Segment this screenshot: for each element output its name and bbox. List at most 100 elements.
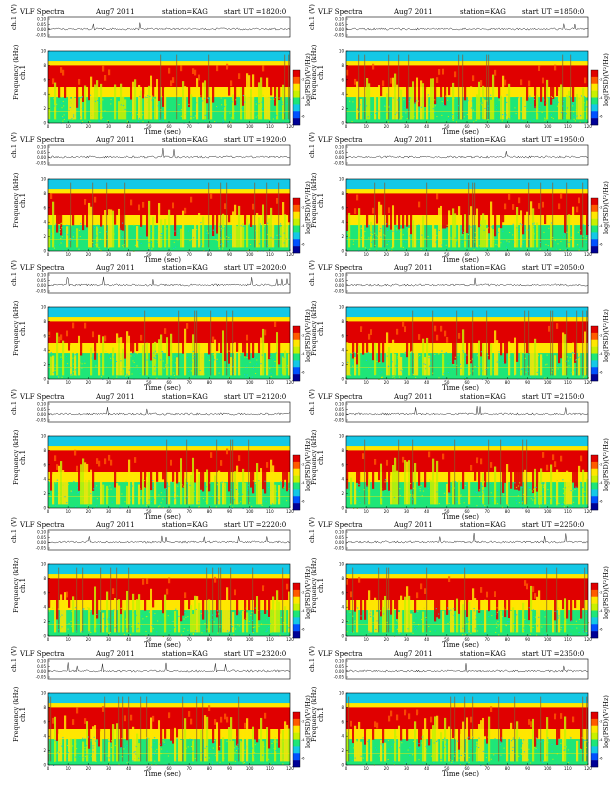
time-tick-label: 100 (544, 124, 552, 129)
freq-tick-label: 2 (341, 106, 344, 111)
waveform-line (345, 533, 589, 544)
colorbar-tick-label: -2 (599, 591, 603, 595)
time-tick-label: 40 (126, 766, 132, 771)
spectrogram-svg: 0.100.050.00-0.050 10 20 30 40 50 60 70 80 90 100 1… (36, 17, 306, 130)
spectrogram-image (346, 564, 590, 637)
ch-tick-label: -0.05 (334, 546, 345, 551)
time-tick-label: 60 (464, 637, 470, 642)
spectrogram-svg: 0.100.050.00-0.050 10 20 30 40 50 60 70 80 90 100 1… (334, 145, 604, 258)
colorbar-segment (293, 111, 300, 119)
freq-tick-label: 6 (341, 462, 344, 467)
colorbar-tick-label: -6 (599, 242, 603, 246)
colorbar-segment (293, 482, 300, 490)
colorbar-tick-label: -4 (301, 738, 305, 742)
spectrogram-panel: VLF Spectra Aug7 2011 station=KAG start UT … (8, 389, 312, 521)
header-title: VLF Spectra (318, 393, 363, 401)
colorbar-segment (591, 718, 598, 726)
time-tick-label: 110 (564, 124, 572, 129)
time-tick-label: 10 (364, 637, 370, 642)
ch-tick-label: -0.05 (334, 33, 345, 38)
freq-tick-label: 6 (341, 719, 344, 724)
time-tick-label: 90 (525, 252, 531, 257)
colorbar-segment (293, 610, 300, 618)
colorbar-tick-label: -2 (301, 78, 305, 82)
time-axis-label: Time (sec) (144, 641, 182, 649)
start-time-value: 2350:0 (559, 650, 585, 658)
freq-tick-label: 0 (43, 634, 46, 639)
time-tick-label: 90 (227, 124, 233, 129)
freq-tick-label: 8 (341, 63, 344, 68)
header-station: station=KAG (460, 136, 506, 144)
colorbar-segment (293, 83, 300, 91)
colorbar-tick-label: -2 (301, 463, 305, 467)
colorbar-segment (293, 455, 300, 463)
ch-tick-label: 0.05 (37, 150, 46, 155)
time-tick-label: 70 (485, 637, 491, 642)
time-tick-label: 80 (207, 380, 213, 385)
ch-tick-label: 0.00 (37, 412, 46, 417)
time-tick-label: 30 (106, 124, 112, 129)
colorbar-segment (293, 503, 300, 511)
freq-tick-label: 4 (43, 92, 46, 97)
colorbar-segment (293, 603, 300, 611)
ch-tick-label: 0.05 (37, 278, 46, 283)
time-tick-label: 20 (384, 637, 390, 642)
time-tick-label: 10 (364, 124, 370, 129)
ch-tick-label: 0.05 (335, 664, 344, 669)
header-title: VLF Spectra (20, 264, 65, 272)
start-time-value: 2120:0 (261, 393, 287, 401)
colorbar (590, 197, 599, 254)
header-start-time: start UT =1920:0 (224, 136, 286, 144)
freq-tick-label: 8 (43, 319, 46, 324)
freq-tick-label: 4 (43, 605, 46, 610)
time-tick-label: 10 (66, 380, 72, 385)
header-station: station=KAG (162, 8, 208, 16)
waveform-line (47, 407, 291, 416)
freq-tick-label: 0 (43, 121, 46, 126)
colorbar-segment (591, 583, 598, 591)
time-tick-label: 120 (286, 637, 294, 642)
header-date: Aug7 2011 (96, 650, 135, 658)
colorbar-segment (591, 712, 598, 720)
header-station: station=KAG (162, 650, 208, 658)
colorbar-segment (591, 346, 598, 354)
colorbar-segment (293, 326, 300, 334)
colorbar-segment (293, 468, 300, 476)
ch-tick-label: 0.10 (335, 17, 344, 22)
time-tick-label: 0 (47, 766, 50, 771)
start-time-value: 2320:0 (261, 650, 287, 658)
colorbar-segment (591, 225, 598, 233)
spectrogram-image (346, 436, 589, 509)
colorbar-segment (293, 374, 300, 382)
ch-tick-label: 0.00 (37, 27, 46, 32)
time-tick-label: 30 (106, 380, 112, 385)
start-prefix: start UT = (522, 521, 560, 529)
header-date: Aug7 2011 (96, 136, 135, 144)
time-tick-label: 30 (106, 637, 112, 642)
colorbar-segment (293, 624, 300, 632)
freq-tick-label: 6 (43, 77, 46, 82)
colorbar-segment (591, 374, 598, 382)
start-prefix: start UT = (522, 8, 560, 16)
ch-tick-label: 0.10 (37, 145, 46, 150)
time-tick-label: 80 (505, 252, 511, 257)
time-tick-label: 60 (166, 380, 172, 385)
colorbar-segment (591, 746, 598, 754)
spectrogram-panel: VLF Spectra Aug7 2011 station=KAG start UT … (8, 646, 312, 778)
spectrogram-svg: 0.100.050.00-0.050 10 20 30 40 50 60 70 80 90 100 1… (334, 402, 604, 515)
header-start-time: start UT =1820:0 (224, 8, 286, 16)
start-prefix: start UT = (224, 650, 262, 658)
colorbar-segment (293, 617, 300, 625)
time-tick-label: 50 (444, 380, 450, 385)
header-date: Aug7 2011 (394, 264, 433, 272)
freq-tick-label: 8 (43, 63, 46, 68)
header-start-time: start UT =2250:0 (522, 521, 584, 529)
waveform-line (47, 148, 291, 159)
time-tick-label: 90 (525, 509, 531, 514)
time-tick-label: 70 (187, 380, 193, 385)
colorbar-segment (293, 104, 300, 112)
spectrogram-svg: 0.100.050.00-0.050 10 20 30 40 50 60 70 80 90 100 1… (334, 273, 604, 386)
time-tick-label: 30 (404, 124, 410, 129)
colorbar-tick-label: -2 (301, 206, 305, 210)
freq-tick-label: 8 (341, 448, 344, 453)
